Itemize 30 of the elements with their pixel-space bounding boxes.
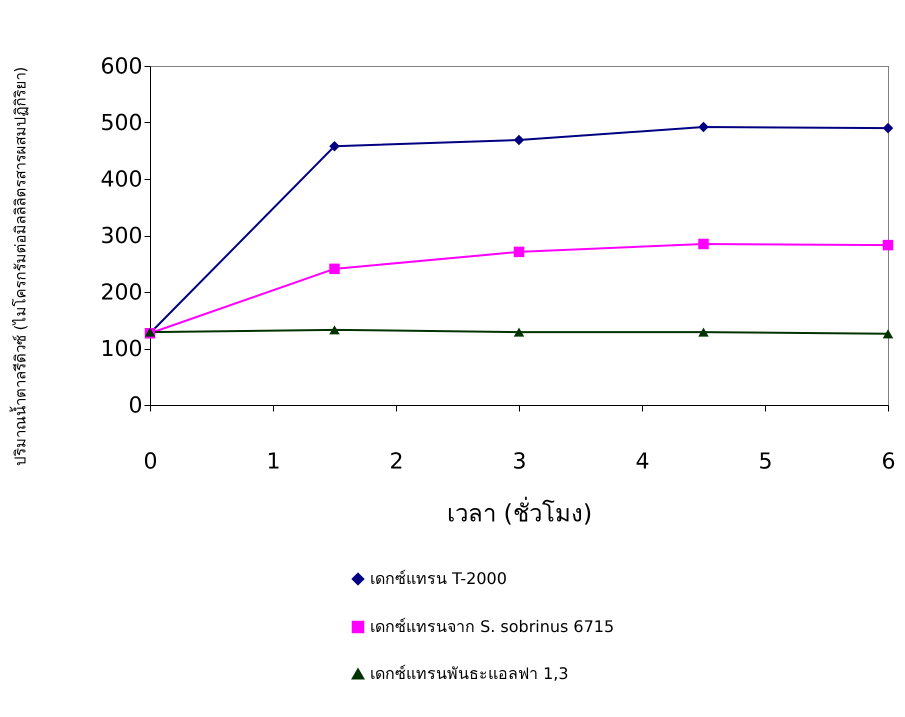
x-tick-label: 2	[390, 450, 404, 474]
x-tick-label: 6	[882, 450, 896, 474]
y-axis-title: ปริมาณน้ำตาลรีดิวซ์ (ไมโครกรัมต่อมิลลิลิตรสารผสมปฏิกิริยา)	[10, 66, 30, 466]
point	[698, 328, 709, 337]
point	[514, 328, 524, 337]
legend-label: เดกซ์แทรน T-2000	[370, 569, 507, 588]
x-tick-label: 1	[266, 450, 280, 474]
point	[882, 122, 894, 134]
point	[514, 246, 524, 258]
point	[882, 240, 894, 250]
x-tick-label: 3	[512, 450, 526, 474]
x-tick-label: 4	[636, 450, 650, 474]
point	[698, 122, 709, 132]
y-tick-label: 0	[128, 394, 142, 418]
point	[698, 238, 709, 250]
point	[329, 264, 340, 274]
point	[514, 134, 524, 146]
point	[329, 325, 340, 334]
point	[329, 140, 340, 152]
y-tick-label: 400	[100, 168, 142, 192]
y-tick-label: 600	[100, 54, 142, 80]
y-tick-label: 100	[100, 337, 142, 362]
x-tick-label: 5	[758, 450, 772, 474]
legend-label: เดกซ์แทรนพันธะแอลฟา 1,3	[370, 664, 569, 683]
legend-label: เดกซ์แทรนจาก S. sobrinus 6715	[370, 617, 614, 636]
y-tick-label: 500	[100, 111, 142, 136]
y-tick-label: 300	[100, 224, 142, 249]
point	[882, 329, 894, 338]
x-axis-title: เวลา (ชั่วโมง)	[446, 496, 592, 528]
y-tick-label: 200	[100, 280, 142, 306]
